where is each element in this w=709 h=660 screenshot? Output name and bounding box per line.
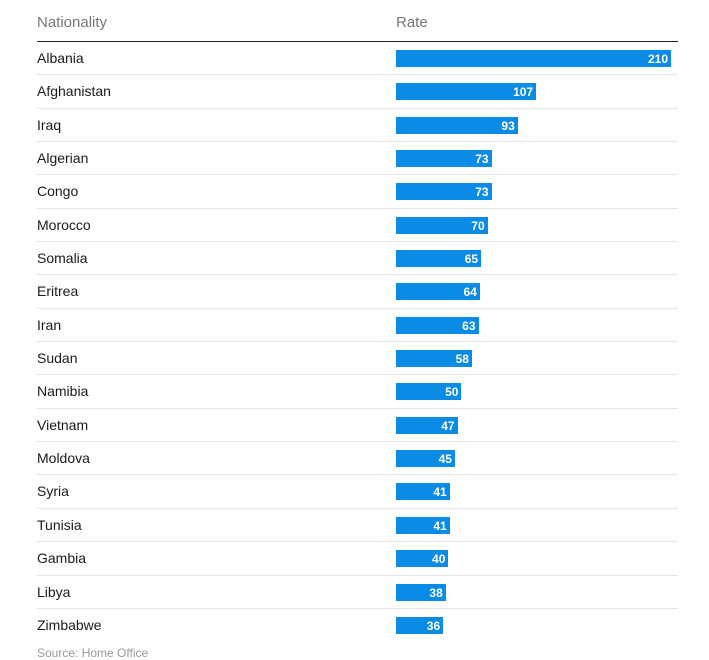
rate-bar: 50 [396, 383, 462, 401]
country-label: Albania [37, 50, 84, 66]
table-row: Moldova 45 [37, 442, 678, 476]
country-label: Sudan [37, 350, 78, 367]
rate-value-label: 70 [471, 218, 485, 233]
rate-value-label: 73 [475, 185, 489, 200]
rate-bar: 63 [396, 316, 479, 334]
rate-value-label: 64 [463, 285, 477, 300]
table-row: Algerian 73 [37, 142, 678, 176]
rate-table: Nationality Rate Albania 210 Afghanistan 10… [37, 8, 678, 642]
rate-value-label: 47 [441, 418, 455, 433]
table-row: Iraq 93 [37, 109, 678, 143]
table-row: Syria 41 [37, 475, 678, 509]
rate-bar: 41 [396, 516, 450, 534]
source-note: Source: Home Office [37, 646, 149, 660]
table-row: Afghanistan 107 [37, 75, 678, 109]
country-label: Syria [37, 483, 69, 500]
rate-value-label: 93 [501, 118, 515, 133]
country-label: Gambia [37, 550, 87, 567]
country-label: Congo [37, 183, 79, 200]
country-label: Somalia [37, 250, 88, 267]
table-body: Albania 210 Afghanistan 107 Iraq 93 Algerian 73… [37, 42, 678, 642]
rate-bar: 36 [396, 616, 444, 634]
rate-value-label: 50 [445, 385, 459, 400]
rate-bar: 40 [396, 550, 449, 568]
table-row: Somalia 65 [37, 242, 678, 276]
rate-bar: 64 [396, 283, 480, 301]
table-row: Libya 38 [37, 576, 678, 609]
country-label: Zimbabwe [37, 616, 102, 633]
country-label: Moldova [37, 450, 90, 467]
rate-value-label: 36 [426, 618, 441, 633]
table-row: Namibia 50 [37, 375, 678, 409]
country-label: Libya [37, 583, 71, 600]
rate-bar: 107 [396, 83, 537, 101]
rate-value-label: 63 [462, 318, 476, 333]
rate-bar: 73 [396, 150, 492, 168]
country-label: Iran [37, 316, 62, 333]
country-label: Vietnam [37, 416, 89, 433]
rate-bar: 65 [396, 250, 482, 268]
rate-value-label: 40 [432, 552, 446, 567]
rate-bar: 47 [396, 416, 458, 434]
rate-bar: 93 [396, 116, 518, 134]
rate-bar: 70 [396, 216, 488, 234]
country-label: Iraq [37, 116, 62, 133]
table-row: Albania 210 [37, 42, 678, 76]
table-row: Iran 63 [37, 309, 678, 343]
table-row: Eritrea 64 [37, 275, 678, 309]
country-label: Tunisia [37, 516, 82, 533]
rate-bar: 73 [396, 183, 492, 201]
rate-value-label: 65 [464, 252, 479, 267]
table-row: Congo 73 [37, 175, 678, 209]
rate-value-label: 107 [513, 85, 534, 100]
rate-bar: 41 [396, 483, 450, 501]
table-row: Vietnam 47 [37, 409, 678, 443]
table-row: Gambia 40 [37, 542, 678, 576]
rate-value-label: 73 [475, 152, 489, 167]
table-header: Nationality Rate [37, 8, 678, 42]
rate-bar: 45 [396, 450, 455, 468]
rate-value-label: 41 [433, 518, 447, 533]
table-row: Morocco 70 [37, 209, 678, 243]
rate-value-label: 38 [429, 585, 443, 600]
column-header-nationality: Nationality [37, 14, 108, 31]
table-row: Sudan 58 [37, 342, 678, 376]
country-label: Morocco [37, 216, 91, 233]
table-row: Zimbabwe 36 [37, 609, 678, 642]
country-label: Namibia [37, 383, 89, 400]
country-label: Algerian [37, 150, 89, 167]
table-row: Tunisia 41 [37, 509, 678, 543]
rate-bar: 210 [396, 50, 671, 67]
rate-value-label: 210 [647, 52, 668, 66]
country-label: Afghanistan [37, 83, 111, 100]
rate-bar: 58 [396, 350, 472, 368]
country-label: Eritrea [37, 283, 79, 300]
column-header-rate: Rate [396, 14, 428, 31]
rate-bar: 38 [396, 583, 446, 601]
rate-value-label: 41 [433, 485, 447, 500]
rate-value-label: 45 [438, 452, 452, 467]
rate-value-label: 58 [455, 352, 469, 367]
